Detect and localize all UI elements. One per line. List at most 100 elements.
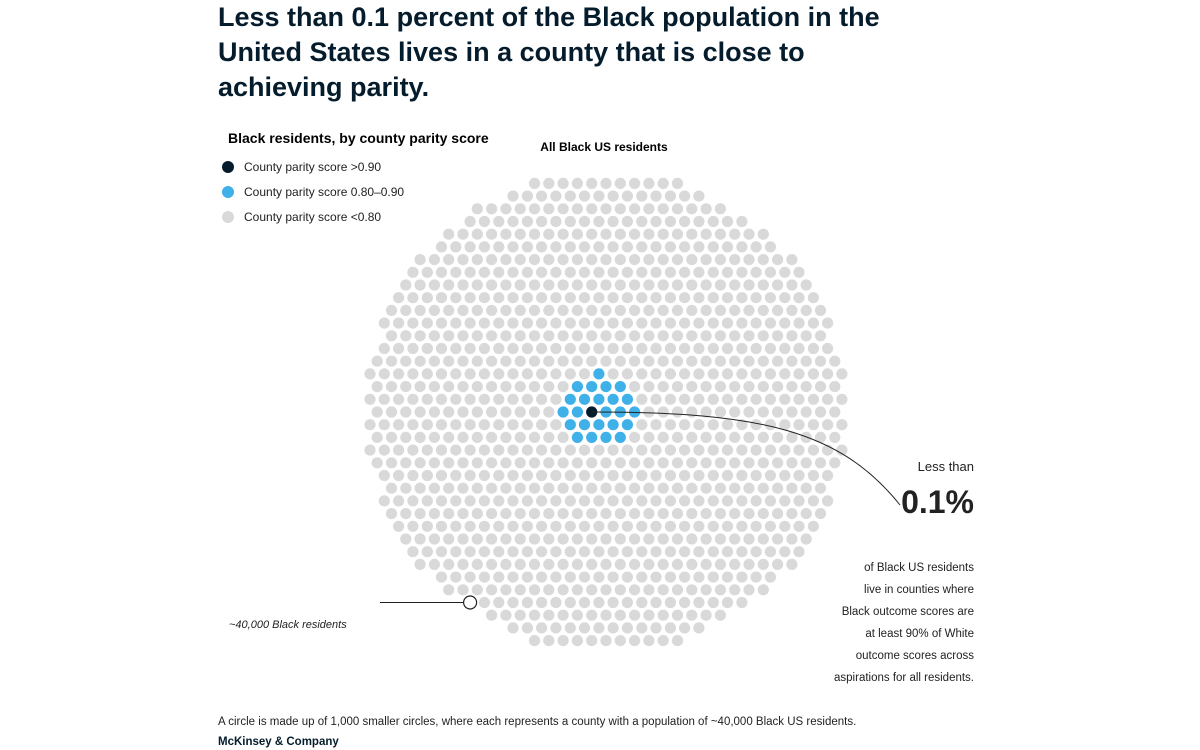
county-dot xyxy=(800,381,812,393)
county-dot xyxy=(521,342,534,355)
county-dot xyxy=(428,406,440,418)
county-dot xyxy=(421,266,433,278)
county-dot xyxy=(421,393,433,405)
county-dot xyxy=(793,444,805,456)
county-dot xyxy=(600,381,612,393)
county-dot xyxy=(721,546,734,558)
county-dot xyxy=(514,381,526,393)
county-dot xyxy=(464,368,476,380)
county-dot xyxy=(593,520,605,532)
county-dot xyxy=(686,254,698,266)
county-dot xyxy=(800,406,812,418)
county-dot xyxy=(693,342,705,355)
county-dot xyxy=(657,203,669,215)
county-dot xyxy=(621,317,634,329)
county-dot xyxy=(700,203,712,215)
county-dot xyxy=(571,457,584,469)
county-dot xyxy=(586,431,598,443)
county-dot xyxy=(829,381,841,393)
county-dot xyxy=(443,482,455,494)
county-dot xyxy=(457,355,469,367)
county-dot xyxy=(743,406,755,418)
county-dot xyxy=(435,241,448,253)
county-dot xyxy=(750,292,762,304)
county-dot xyxy=(435,292,448,304)
county-dot xyxy=(528,203,541,215)
county-dot xyxy=(450,342,462,355)
county-dot xyxy=(607,444,619,456)
county-dot xyxy=(393,368,405,380)
county-dot xyxy=(378,393,390,405)
county-dot xyxy=(435,393,448,405)
county-dot xyxy=(750,469,762,482)
county-dot xyxy=(493,469,505,482)
county-dot xyxy=(772,254,784,266)
county-dot xyxy=(493,266,505,278)
county-dot xyxy=(707,368,719,380)
county-dot xyxy=(536,190,548,202)
county-dot xyxy=(793,469,805,482)
county-dot xyxy=(550,444,562,456)
county-dot xyxy=(578,469,591,482)
county-dot xyxy=(378,342,390,355)
county-dot xyxy=(528,355,541,367)
legend-label-high: County parity score >0.90 xyxy=(244,159,382,174)
county-dot xyxy=(593,444,605,456)
county-dot xyxy=(428,355,440,367)
annotation-line: of Black US residents xyxy=(864,562,974,574)
county-dot xyxy=(736,317,748,329)
county-dot xyxy=(443,279,455,291)
county-dot xyxy=(457,584,469,596)
county-dot xyxy=(514,609,526,621)
county-dot xyxy=(714,355,727,367)
county-dot xyxy=(614,457,626,469)
county-dot xyxy=(629,584,641,596)
county-dot xyxy=(557,457,569,469)
legend-item-low: County parity score <0.80 xyxy=(222,204,489,229)
county-dot xyxy=(643,584,655,596)
county-dot xyxy=(528,304,541,316)
county-dot xyxy=(636,292,648,304)
county-dot xyxy=(650,190,662,202)
county-dot xyxy=(736,419,748,431)
county-dot xyxy=(686,431,698,443)
county-dot xyxy=(564,215,576,228)
county-dot xyxy=(657,254,669,266)
county-dot xyxy=(593,419,605,431)
county-dot xyxy=(450,469,462,482)
county-dot xyxy=(457,228,469,240)
county-dot xyxy=(428,507,440,520)
county-dot xyxy=(521,444,534,456)
county-dot xyxy=(614,431,626,443)
county-dot xyxy=(757,533,769,545)
county-dot xyxy=(543,457,555,469)
county-dot xyxy=(457,558,469,571)
county-dot xyxy=(693,393,705,405)
county-dot xyxy=(385,457,398,469)
county-dot xyxy=(385,406,398,418)
county-dot xyxy=(643,279,655,291)
county-dot xyxy=(421,444,433,456)
county-dot xyxy=(578,317,591,329)
county-dot xyxy=(600,635,612,647)
county-dot xyxy=(664,241,677,253)
county-dot xyxy=(750,571,762,583)
county-dot xyxy=(578,495,591,507)
county-dot xyxy=(650,444,662,456)
county-dot xyxy=(664,368,677,380)
county-dot xyxy=(543,330,555,342)
county-dot xyxy=(707,342,719,355)
county-dot xyxy=(428,533,440,545)
county-dot xyxy=(393,520,405,532)
county-dot xyxy=(729,558,741,571)
county-dot xyxy=(686,381,698,393)
county-dot xyxy=(571,584,584,596)
county-dot xyxy=(414,355,426,367)
county-dot xyxy=(393,317,405,329)
county-dot xyxy=(664,266,677,278)
county-dot xyxy=(571,431,584,443)
county-dot xyxy=(586,558,598,571)
county-dot xyxy=(500,254,512,266)
county-dot xyxy=(578,622,591,634)
county-dot xyxy=(571,558,584,571)
